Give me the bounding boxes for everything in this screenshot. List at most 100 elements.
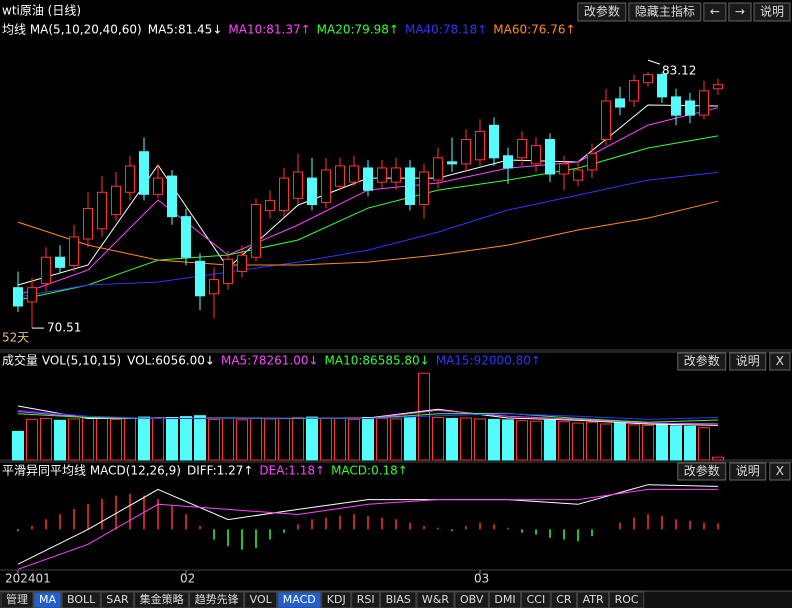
toolbar-tab[interactable]: ROC <box>615 593 639 606</box>
candle-body <box>475 130 485 161</box>
button-label[interactable]: 说明 <box>736 353 760 368</box>
indicator-line <box>17 484 719 565</box>
candle-body <box>349 165 359 183</box>
toolbar-tab-bg[interactable] <box>321 591 352 608</box>
candle-body <box>657 74 667 98</box>
button-label[interactable]: 改参数 <box>684 463 720 478</box>
button-label[interactable]: 改参数 <box>684 353 720 368</box>
button-label[interactable]: 说明 <box>760 4 784 19</box>
button-label[interactable]: 说明 <box>736 463 760 478</box>
volume-bar <box>712 456 724 461</box>
button-label[interactable]: 改参数 <box>584 4 620 19</box>
volume-bar <box>222 417 234 461</box>
toolbar-tab-bg[interactable] <box>33 591 62 608</box>
volume-bar <box>68 418 80 461</box>
volume-bar <box>110 418 122 461</box>
volume-bar <box>180 416 192 461</box>
candle-body <box>293 171 303 199</box>
toolbar-tab[interactable]: DMI <box>494 593 515 606</box>
candle-body <box>55 256 65 268</box>
toolbar-tab[interactable]: KDJ <box>327 593 346 606</box>
button[interactable] <box>628 2 702 22</box>
toolbar-tab[interactable]: 管理 <box>6 592 28 606</box>
candle-body <box>307 177 317 205</box>
volume-bar <box>586 421 598 461</box>
x-tick-label: 202401 <box>5 572 51 586</box>
toolbar-tab[interactable]: 集金策略 <box>140 592 184 606</box>
button[interactable] <box>677 462 727 481</box>
toolbar-tab[interactable]: 趋势先锋 <box>195 593 239 606</box>
legend-entry: MA15:92000.80↑ <box>436 354 541 368</box>
toolbar-tab-bg[interactable] <box>244 591 278 608</box>
volume-bar <box>642 424 654 461</box>
button[interactable] <box>769 352 791 371</box>
button-label[interactable]: 隐藏主指标 <box>635 4 695 19</box>
toolbar-tab[interactable]: RSI <box>357 593 375 606</box>
button[interactable] <box>677 352 727 371</box>
button-label[interactable]: X <box>776 354 784 368</box>
toolbar-tab[interactable]: VOL <box>250 593 273 606</box>
toolbar-tab[interactable]: MA <box>39 593 56 606</box>
toolbar-tab-bg[interactable] <box>454 591 489 608</box>
toolbar-tab-bg[interactable] <box>380 591 417 608</box>
volume-bar <box>96 417 108 461</box>
volume-bar <box>54 419 66 461</box>
button-label[interactable]: → <box>735 5 745 19</box>
toolbar-tab-bg[interactable] <box>550 591 578 608</box>
toolbar-tab-bg[interactable] <box>488 591 522 608</box>
volume-bar <box>124 417 136 461</box>
candle-body <box>615 98 625 108</box>
toolbar-tab-bg[interactable] <box>351 591 381 608</box>
candle-body <box>531 145 541 165</box>
toolbar-tab-bg[interactable] <box>61 591 101 608</box>
volume-bar <box>40 417 52 461</box>
legend-entry: MACD:0.18↑ <box>331 464 408 478</box>
button[interactable] <box>577 2 627 22</box>
candle-body <box>685 100 695 116</box>
button[interactable] <box>728 2 752 22</box>
toolbar-tab[interactable]: MACD <box>283 593 316 606</box>
toolbar-tab-bg[interactable] <box>0 591 34 608</box>
button-label[interactable]: X <box>776 464 784 478</box>
toolbar-tab[interactable]: OBV <box>460 593 484 606</box>
toolbar-tab-bg[interactable] <box>134 591 190 608</box>
volume-bar <box>404 416 416 461</box>
candle-body <box>713 84 723 90</box>
button[interactable] <box>729 462 767 481</box>
button[interactable] <box>753 2 791 22</box>
volume-bar <box>670 425 682 461</box>
toolbar-tab-bg[interactable] <box>521 591 551 608</box>
volume-bar <box>292 417 304 461</box>
button[interactable] <box>769 462 791 481</box>
candle-body <box>503 155 513 169</box>
toolbar-tab[interactable]: SAR <box>106 593 129 606</box>
indicator-line <box>17 171 719 298</box>
volume-bar <box>250 417 262 461</box>
legend-entry: 平滑异同平均线 MACD(12,26,9) <box>2 464 181 478</box>
button-label[interactable]: ← <box>710 5 720 19</box>
toolbar-tab-bg[interactable] <box>277 591 322 608</box>
toolbar-tab-bg[interactable] <box>100 591 135 608</box>
volume-bar <box>558 421 570 461</box>
toolbar-tab-bg[interactable] <box>577 591 610 608</box>
volume-bar <box>684 425 696 461</box>
candle-body <box>111 185 121 216</box>
toolbar-tab-bg[interactable] <box>189 591 245 608</box>
toolbar-tab[interactable]: CCI <box>527 593 546 606</box>
toolbar-tab-bg[interactable] <box>416 591 455 608</box>
toolbar-tab[interactable]: CR <box>556 593 572 606</box>
toolbar-tab[interactable]: BIAS <box>386 593 411 606</box>
volume-bar <box>264 418 276 461</box>
button[interactable] <box>729 352 767 371</box>
volume-bar <box>236 419 248 461</box>
button[interactable] <box>703 2 727 22</box>
toolbar-tab[interactable]: BOLL <box>67 593 96 606</box>
toolbar-tab-bg[interactable] <box>609 591 645 608</box>
volume-bar <box>82 417 94 461</box>
candle-body <box>433 157 443 181</box>
legend-entry: MA10:81.37↑ <box>228 23 310 37</box>
volume-bar <box>446 417 458 461</box>
volume-bar <box>376 417 388 461</box>
toolbar-tab[interactable]: ATR <box>583 593 604 606</box>
toolbar-tab[interactable]: W&R <box>422 593 449 606</box>
